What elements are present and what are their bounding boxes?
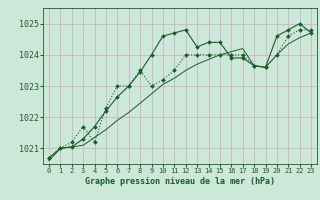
X-axis label: Graphe pression niveau de la mer (hPa): Graphe pression niveau de la mer (hPa) — [85, 177, 275, 186]
